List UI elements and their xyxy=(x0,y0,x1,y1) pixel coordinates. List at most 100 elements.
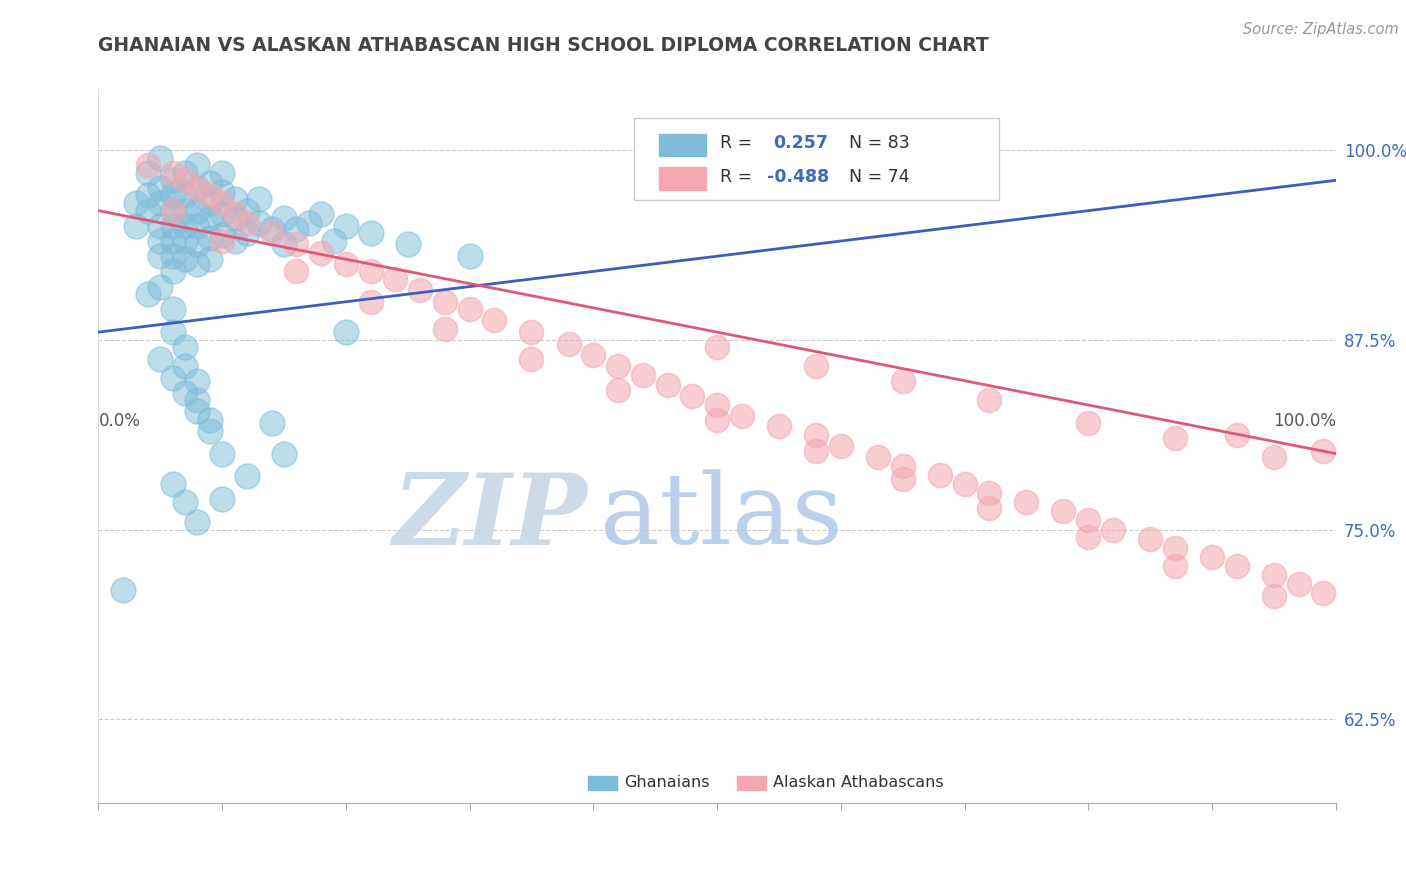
Point xyxy=(953,477,976,491)
Point xyxy=(198,252,221,267)
Point xyxy=(186,374,208,388)
Point xyxy=(149,352,172,367)
Bar xyxy=(588,775,619,790)
Point xyxy=(309,207,332,221)
Point xyxy=(928,467,950,482)
Point xyxy=(198,196,221,211)
Point xyxy=(162,249,184,263)
Point xyxy=(211,196,233,211)
Point xyxy=(433,294,456,309)
Point xyxy=(186,237,208,252)
Point xyxy=(260,222,283,236)
Bar xyxy=(658,133,707,157)
Point xyxy=(236,227,259,241)
Point xyxy=(1102,523,1125,537)
Point xyxy=(186,203,208,218)
Point xyxy=(136,287,159,301)
Point xyxy=(162,264,184,278)
Point xyxy=(1164,431,1187,445)
Point xyxy=(1201,549,1223,564)
Text: GHANAIAN VS ALASKAN ATHABASCAN HIGH SCHOOL DIPLOMA CORRELATION CHART: GHANAIAN VS ALASKAN ATHABASCAN HIGH SCHO… xyxy=(98,36,990,54)
Point xyxy=(309,246,332,260)
Point xyxy=(174,385,197,400)
Point xyxy=(136,203,159,218)
Point xyxy=(149,181,172,195)
Point xyxy=(174,234,197,248)
Point xyxy=(149,279,172,293)
Text: -0.488: -0.488 xyxy=(766,168,828,186)
Point xyxy=(1015,495,1038,509)
Point xyxy=(360,264,382,278)
Point xyxy=(149,151,172,165)
Point xyxy=(174,495,197,509)
Text: 0.257: 0.257 xyxy=(773,135,828,153)
Point xyxy=(211,234,233,248)
Point xyxy=(458,249,481,263)
Point xyxy=(198,424,221,438)
Point xyxy=(162,302,184,317)
Point xyxy=(681,389,703,403)
Point xyxy=(236,216,259,230)
Point xyxy=(162,325,184,339)
Point xyxy=(1226,558,1249,573)
Point xyxy=(174,252,197,267)
Point xyxy=(162,234,184,248)
Point xyxy=(979,486,1001,500)
Point xyxy=(162,477,184,491)
Point xyxy=(149,196,172,211)
Bar xyxy=(658,166,707,191)
Text: N = 83: N = 83 xyxy=(849,135,910,153)
Point xyxy=(891,374,914,388)
Point xyxy=(149,234,172,248)
Point xyxy=(706,413,728,427)
Point xyxy=(384,272,406,286)
Point xyxy=(224,211,246,226)
Text: 0.0%: 0.0% xyxy=(98,412,141,430)
Point xyxy=(162,188,184,202)
Point xyxy=(1077,530,1099,544)
Text: R =: R = xyxy=(720,168,758,186)
Point xyxy=(211,207,233,221)
Point xyxy=(582,348,605,362)
Point xyxy=(458,302,481,317)
Point xyxy=(866,450,889,464)
Point xyxy=(1077,513,1099,527)
Point xyxy=(260,227,283,241)
Point xyxy=(285,222,308,236)
Point xyxy=(396,237,419,252)
FancyBboxPatch shape xyxy=(634,118,1000,200)
Point xyxy=(520,352,543,367)
Point xyxy=(804,359,827,373)
Point xyxy=(1288,577,1310,591)
Point xyxy=(285,264,308,278)
Point xyxy=(211,186,233,200)
Point xyxy=(174,173,197,187)
Point xyxy=(979,393,1001,408)
Point xyxy=(335,325,357,339)
Point xyxy=(198,413,221,427)
Point xyxy=(198,177,221,191)
Point xyxy=(136,166,159,180)
Point xyxy=(211,447,233,461)
Point xyxy=(484,313,506,327)
Point xyxy=(162,203,184,218)
Point xyxy=(186,181,208,195)
Point xyxy=(322,234,344,248)
Point xyxy=(236,203,259,218)
Point xyxy=(174,166,197,180)
Point xyxy=(298,216,321,230)
Point xyxy=(285,237,308,252)
Text: Source: ZipAtlas.com: Source: ZipAtlas.com xyxy=(1243,22,1399,37)
Text: 100.0%: 100.0% xyxy=(1272,412,1336,430)
Point xyxy=(186,404,208,418)
Point xyxy=(657,378,679,392)
Point xyxy=(520,325,543,339)
Point xyxy=(174,188,197,202)
Point xyxy=(211,166,233,180)
Point xyxy=(631,368,654,382)
Point xyxy=(891,458,914,473)
Point xyxy=(198,211,221,226)
Bar xyxy=(735,775,766,790)
Point xyxy=(1312,586,1334,600)
Point xyxy=(162,203,184,218)
